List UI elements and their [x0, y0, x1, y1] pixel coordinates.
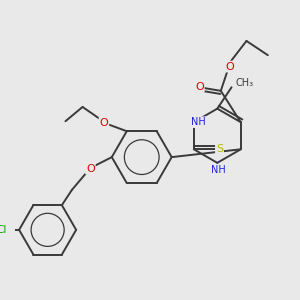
Text: O: O — [86, 164, 95, 173]
Text: O: O — [225, 61, 234, 72]
Text: NH: NH — [212, 165, 226, 175]
Text: O: O — [100, 118, 108, 128]
Text: NH: NH — [191, 117, 206, 127]
Text: CH₃: CH₃ — [236, 78, 254, 88]
Text: S: S — [216, 144, 223, 154]
Text: O: O — [195, 82, 204, 92]
Text: Cl: Cl — [0, 225, 7, 235]
